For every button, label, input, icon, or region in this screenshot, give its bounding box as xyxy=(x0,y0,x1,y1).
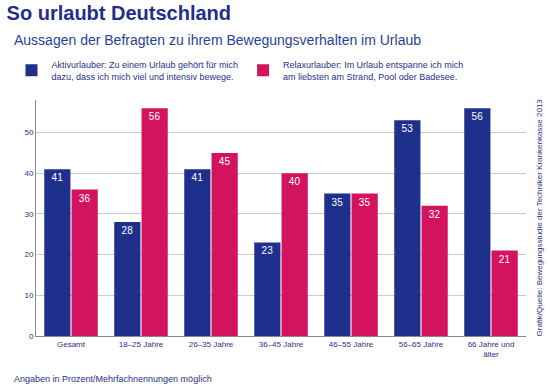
svg-text:40: 40 xyxy=(24,169,33,178)
svg-text:Angaben in Prozent/Mehrfachnen: Angaben in Prozent/Mehrfachnennungen mög… xyxy=(14,374,212,384)
svg-text:21: 21 xyxy=(499,254,511,265)
svg-text:50: 50 xyxy=(24,128,33,137)
svg-text:0: 0 xyxy=(29,332,34,341)
svg-text:56–65 Jahre: 56–65 Jahre xyxy=(399,340,444,349)
svg-text:30: 30 xyxy=(24,210,33,219)
svg-text:Aussagen der Befragten zu ihre: Aussagen der Befragten zu ihrem Bewegung… xyxy=(14,32,421,48)
svg-text:35: 35 xyxy=(332,197,344,208)
svg-text:Aktivurlauber: Zu einem Urlaub: Aktivurlauber: Zu einem Urlaub gehört fü… xyxy=(52,60,239,82)
svg-text:20: 20 xyxy=(24,250,33,259)
svg-text:56: 56 xyxy=(472,111,484,122)
svg-text:26–35 Jahre: 26–35 Jahre xyxy=(189,340,234,349)
svg-text:56: 56 xyxy=(149,111,161,122)
svg-text:41: 41 xyxy=(52,172,64,183)
svg-text:41: 41 xyxy=(192,172,204,183)
svg-text:45: 45 xyxy=(219,156,231,167)
svg-text:28: 28 xyxy=(122,225,134,236)
svg-text:46–55 Jahre: 46–55 Jahre xyxy=(329,340,374,349)
svg-text:53: 53 xyxy=(402,123,414,134)
svg-text:35: 35 xyxy=(359,197,371,208)
svg-text:36–45 Jahre: 36–45 Jahre xyxy=(259,340,304,349)
svg-text:66 Jahre undälter: 66 Jahre undälter xyxy=(468,340,515,359)
svg-text:So urlaubt Deutschland: So urlaubt Deutschland xyxy=(7,2,231,24)
svg-text:Relaxurlauber: Im Urlaub entsp: Relaxurlauber: Im Urlaub entspanne ich m… xyxy=(283,60,463,82)
svg-text:32: 32 xyxy=(429,209,441,220)
svg-text:36: 36 xyxy=(79,193,91,204)
svg-text:Gesamt: Gesamt xyxy=(57,340,86,349)
svg-text:18–25 Jahre: 18–25 Jahre xyxy=(119,340,164,349)
svg-text:10: 10 xyxy=(24,291,33,300)
svg-text:Grafik/Quelle: Bewegungsstudie: Grafik/Quelle: Bewegungsstudie der Techn… xyxy=(535,99,544,337)
svg-text:40: 40 xyxy=(289,176,301,187)
svg-text:23: 23 xyxy=(262,245,274,256)
